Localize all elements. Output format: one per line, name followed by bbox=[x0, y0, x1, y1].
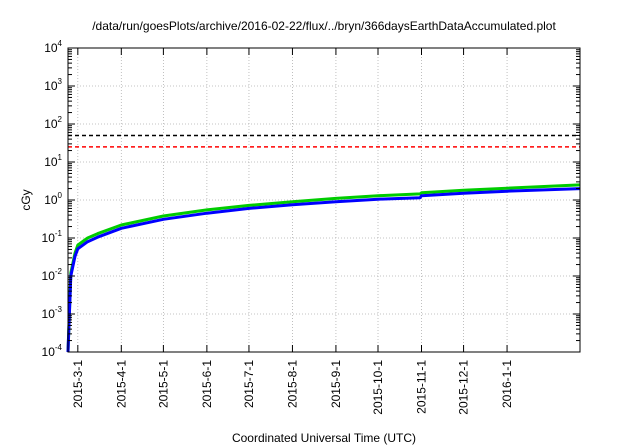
y-axis-ticks: 10-4 10-3 10-2 10-1 100 101 102 103 104 bbox=[42, 39, 580, 359]
y-tick-label: 10-1 bbox=[42, 229, 63, 245]
chart-title: /data/run/goesPlots/archive/2016-02-22/f… bbox=[92, 19, 556, 33]
x-tick-label: 2015-8-1 bbox=[285, 360, 299, 408]
x-axis-ticks: 2015-3-1 2015-4-1 2015-5-1 2015-6-1 2015-7-1… bbox=[71, 48, 514, 415]
x-tick-label: 2015-11-1 bbox=[414, 360, 428, 414]
y-tick-label: 102 bbox=[44, 115, 62, 131]
x-tick-label: 2015-7-1 bbox=[242, 360, 256, 408]
x-tick-label: 2015-5-1 bbox=[156, 360, 170, 408]
x-axis-label: Coordinated Universal Time (UTC) bbox=[232, 431, 416, 445]
x-tick-label: 2015-3-1 bbox=[71, 360, 85, 408]
x-tick-label: 2015-10-1 bbox=[371, 360, 385, 415]
x-tick-label: 2015-4-1 bbox=[114, 360, 128, 408]
y-tick-label: 10-3 bbox=[42, 305, 63, 321]
y-tick-label: 103 bbox=[44, 77, 62, 93]
reference-lines bbox=[68, 134, 580, 148]
series-lines bbox=[66, 183, 581, 353]
series-line bbox=[66, 183, 581, 353]
x-tick-label: 2015-9-1 bbox=[329, 360, 343, 408]
y-tick-label: 10-2 bbox=[42, 267, 63, 283]
x-tick-label: 2015-12-1 bbox=[457, 360, 471, 415]
y-tick-label: 10-4 bbox=[42, 343, 63, 359]
y-tick-label: 100 bbox=[44, 191, 62, 207]
x-tick-label: 2015-6-1 bbox=[200, 360, 214, 408]
y-axis-label: cGy bbox=[19, 189, 33, 210]
x-tick-label: 2016-1-1 bbox=[500, 360, 514, 408]
y-tick-label: 101 bbox=[44, 153, 62, 169]
series-line bbox=[66, 187, 581, 353]
y-tick-label: 104 bbox=[44, 39, 62, 55]
